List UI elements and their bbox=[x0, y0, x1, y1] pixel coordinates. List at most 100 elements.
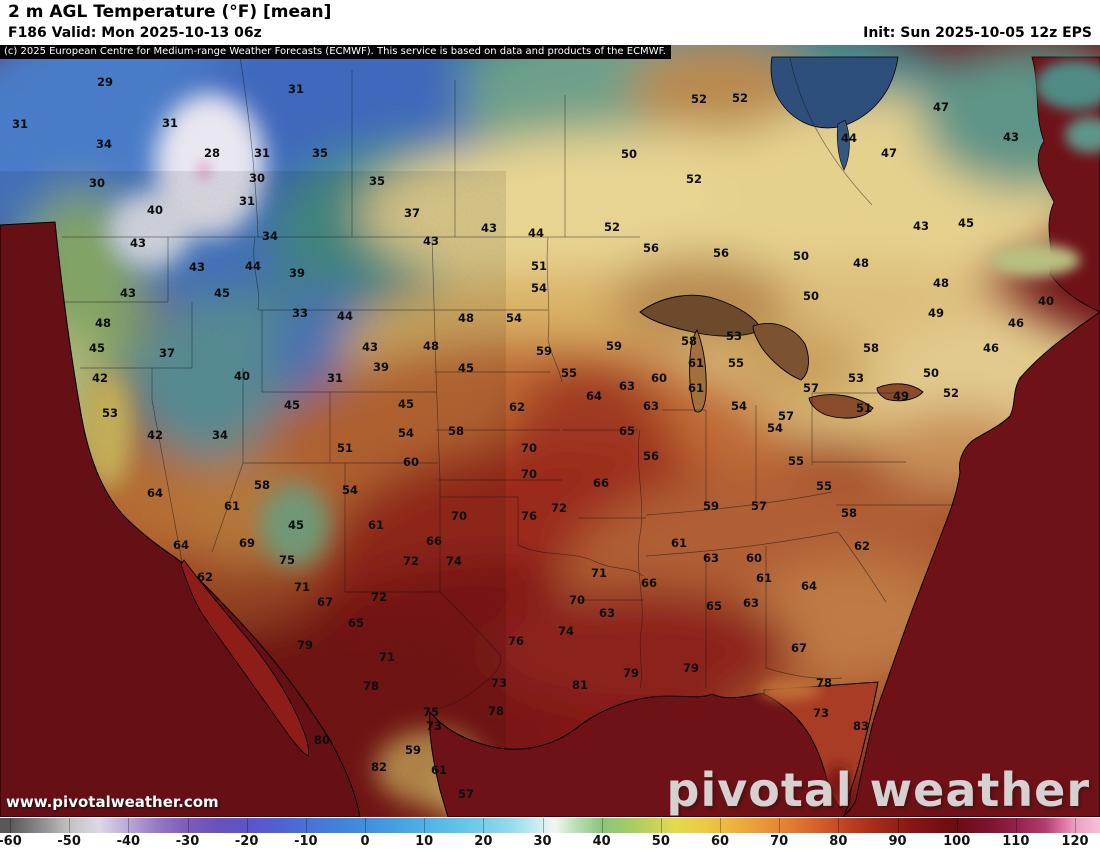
station-value: 54 bbox=[767, 421, 783, 435]
station-value: 83 bbox=[853, 719, 869, 733]
station-value: 60 bbox=[403, 455, 419, 469]
station-value: 59 bbox=[703, 499, 719, 513]
station-value: 80 bbox=[314, 733, 330, 747]
station-value: 71 bbox=[591, 566, 607, 580]
station-value: 48 bbox=[423, 339, 439, 353]
station-value: 31 bbox=[162, 116, 178, 130]
tick-mark bbox=[1015, 818, 1017, 833]
station-value: 53 bbox=[726, 329, 742, 343]
station-value: 56 bbox=[643, 449, 659, 463]
station-value: 47 bbox=[933, 100, 949, 114]
station-value: 66 bbox=[593, 476, 609, 490]
station-value: 43 bbox=[120, 286, 136, 300]
tick-mark bbox=[69, 818, 71, 833]
station-value: 28 bbox=[204, 146, 220, 160]
station-value: 45 bbox=[89, 341, 105, 355]
station-value: 64 bbox=[586, 389, 602, 403]
tick-mark bbox=[542, 818, 544, 833]
station-value: 48 bbox=[853, 256, 869, 270]
tick-mark bbox=[897, 818, 899, 833]
station-value: 72 bbox=[371, 590, 387, 604]
station-value: 37 bbox=[159, 346, 175, 360]
tick-label: 80 bbox=[829, 834, 848, 849]
lake-erie bbox=[808, 394, 874, 419]
station-value: 45 bbox=[958, 216, 974, 230]
tick-mark bbox=[838, 818, 840, 833]
station-value: 78 bbox=[488, 704, 504, 718]
station-value: 70 bbox=[451, 509, 467, 523]
station-value: 64 bbox=[147, 486, 163, 500]
station-value: 54 bbox=[731, 399, 747, 413]
valid-time: F186 Valid: Mon 2025-10-13 06z bbox=[8, 25, 262, 41]
station-value: 52 bbox=[732, 91, 748, 105]
tick-label: 60 bbox=[710, 834, 730, 849]
station-value: 53 bbox=[102, 406, 118, 420]
station-value: 78 bbox=[816, 676, 832, 690]
station-value: 70 bbox=[521, 441, 537, 455]
tick-label: 70 bbox=[770, 834, 789, 849]
station-value: 56 bbox=[713, 246, 729, 260]
tick-mark bbox=[720, 818, 721, 833]
station-value: 75 bbox=[279, 553, 295, 567]
station-value: 51 bbox=[337, 441, 353, 455]
tick-mark bbox=[483, 818, 485, 833]
station-value: 40 bbox=[147, 203, 163, 217]
site-watermark: www.pivotalweather.com bbox=[6, 793, 219, 811]
station-value: 58 bbox=[254, 478, 270, 492]
tick-label: 10 bbox=[415, 834, 434, 849]
station-value: 44 bbox=[841, 131, 857, 145]
station-value: 59 bbox=[536, 344, 552, 358]
station-value: 43 bbox=[1003, 130, 1019, 144]
station-value: 58 bbox=[681, 334, 697, 348]
station-value: 50 bbox=[621, 147, 637, 161]
station-value: 46 bbox=[983, 341, 999, 355]
station-value: 64 bbox=[173, 538, 189, 552]
tick-label: 120 bbox=[1061, 834, 1089, 849]
station-value: 52 bbox=[686, 172, 702, 186]
station-value: 45 bbox=[398, 397, 414, 411]
station-value: 40 bbox=[234, 369, 250, 383]
station-value: 45 bbox=[288, 518, 304, 532]
station-value: 57 bbox=[803, 381, 819, 395]
station-value: 50 bbox=[793, 249, 809, 263]
station-value: 61 bbox=[688, 356, 704, 370]
station-values: 29 31 52 52 47 31 31 43 44 34 28 31 35 47 50 30 30 35 52 31… bbox=[12, 75, 1054, 801]
tick-mark bbox=[956, 818, 958, 833]
station-value: 49 bbox=[893, 389, 909, 403]
station-value: 61 bbox=[431, 763, 447, 777]
brand-watermark: pivotal weather bbox=[666, 763, 1090, 817]
station-value: 65 bbox=[348, 616, 364, 630]
init-time: Init: Sun 2025-10-05 12z EPS bbox=[863, 25, 1092, 41]
station-value: 55 bbox=[788, 454, 804, 468]
station-value: 62 bbox=[197, 570, 213, 584]
station-value: 54 bbox=[342, 483, 358, 497]
station-value: 54 bbox=[398, 426, 414, 440]
station-value: 30 bbox=[249, 171, 265, 185]
station-value: 43 bbox=[189, 260, 205, 274]
color-gradient-bar bbox=[0, 818, 1100, 833]
station-value: 63 bbox=[743, 596, 759, 610]
station-value: 60 bbox=[746, 551, 762, 565]
station-value: 48 bbox=[933, 276, 949, 290]
station-value: 79 bbox=[683, 661, 699, 675]
station-value: 81 bbox=[572, 678, 588, 692]
tick-label: 0 bbox=[360, 834, 370, 849]
tick-mark bbox=[1075, 818, 1076, 833]
baja-peninsula bbox=[180, 559, 309, 757]
station-value: 58 bbox=[448, 424, 464, 438]
tick-label: -10 bbox=[294, 834, 318, 849]
lake-huron bbox=[752, 323, 809, 381]
tick-label: -50 bbox=[57, 834, 81, 849]
station-value: 59 bbox=[405, 743, 421, 757]
station-value: 57 bbox=[778, 409, 794, 423]
tick-label: -20 bbox=[234, 834, 259, 849]
station-value: 44 bbox=[245, 259, 261, 273]
station-value: 51 bbox=[856, 401, 872, 415]
station-value: 39 bbox=[373, 360, 389, 374]
station-value: 31 bbox=[288, 82, 304, 96]
station-value: 71 bbox=[379, 650, 395, 664]
station-value: 50 bbox=[803, 289, 819, 303]
tick-label: 110 bbox=[1002, 834, 1030, 849]
station-value: 74 bbox=[446, 554, 462, 568]
